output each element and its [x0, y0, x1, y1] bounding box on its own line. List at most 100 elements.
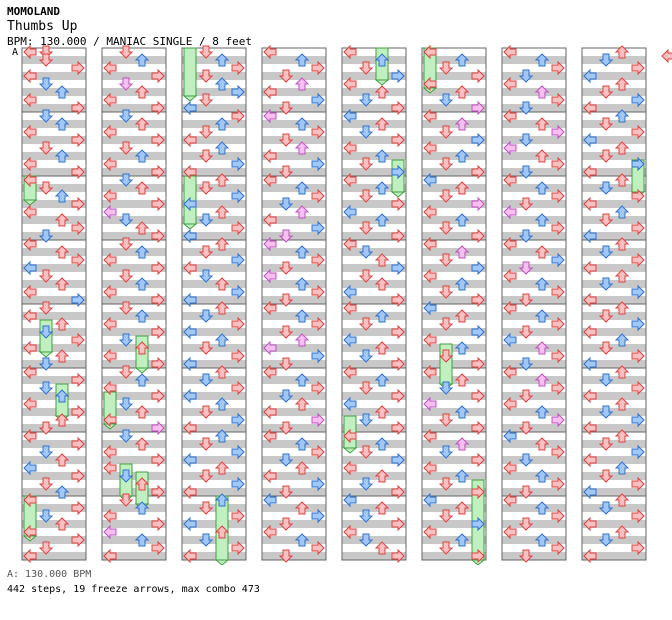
right-arrow-icon [151, 324, 165, 340]
up-arrow-icon [614, 397, 630, 411]
right-arrow-icon [471, 132, 485, 148]
beat-stripe [342, 296, 406, 304]
beat-stripe [422, 56, 486, 64]
left-arrow-icon [343, 284, 357, 300]
up-arrow-icon [134, 85, 150, 99]
right-arrow-icon [71, 60, 85, 76]
beat-stripe [342, 56, 406, 64]
chart-column-border [261, 47, 327, 561]
down-arrow-icon [118, 493, 134, 507]
beat-stripe [262, 328, 326, 336]
beat-stripe [182, 120, 246, 128]
left-arrow-icon [423, 492, 437, 508]
beat-stripe [502, 344, 566, 352]
chart-column-border [341, 47, 407, 561]
down-arrow-icon [518, 549, 534, 563]
up-arrow-icon [374, 437, 390, 451]
beat-stripe [422, 104, 486, 112]
left-arrow-icon [343, 172, 357, 188]
beat-stripe [102, 376, 166, 384]
up-arrow-icon [534, 53, 550, 67]
beat-stripe [102, 152, 166, 160]
beat-stripe [342, 200, 406, 208]
beat-stripe [342, 536, 406, 544]
right-arrow-icon [151, 132, 165, 148]
right-arrow-icon [151, 68, 165, 84]
beat-stripe [342, 184, 406, 192]
down-arrow-icon [438, 125, 454, 139]
beat-stripe [262, 504, 326, 512]
up-arrow-icon [534, 85, 550, 99]
up-arrow-icon [294, 181, 310, 195]
beat-stripe [182, 168, 246, 176]
beat-stripe [262, 56, 326, 64]
beat-stripe [182, 232, 246, 240]
right-arrow-icon [231, 252, 245, 268]
beat-stripe [102, 120, 166, 128]
beat-stripe [582, 168, 646, 176]
beat-stripe [582, 520, 646, 528]
beat-stripe [502, 264, 566, 272]
down-arrow-icon [118, 173, 134, 187]
beat-stripe [422, 328, 486, 336]
beat-stripe [342, 120, 406, 128]
beat-stripe [182, 488, 246, 496]
down-arrow-icon [438, 189, 454, 203]
down-arrow-icon [358, 269, 374, 283]
right-arrow-icon [151, 356, 165, 372]
down-arrow-icon [118, 109, 134, 123]
beat-stripe [22, 184, 86, 192]
beat-stripe [22, 488, 86, 496]
freeze-arrow [183, 47, 197, 97]
beat-stripe [22, 232, 86, 240]
left-arrow-icon [423, 428, 437, 444]
up-arrow-icon [454, 469, 470, 483]
up-arrow-icon [294, 245, 310, 259]
beat-stripe [422, 264, 486, 272]
beat-stripe [182, 264, 246, 272]
right-arrow-icon [71, 252, 85, 268]
down-arrow-icon [438, 221, 454, 235]
right-arrow-icon [71, 196, 85, 212]
right-arrow-icon [391, 228, 405, 244]
down-arrow-icon [38, 181, 54, 195]
down-arrow-icon [438, 349, 454, 363]
beat-stripe [422, 296, 486, 304]
left-arrow-icon [343, 492, 357, 508]
beat-stripe [262, 472, 326, 480]
down-arrow-icon [198, 469, 214, 483]
beat-stripe [182, 312, 246, 320]
beat-stripe [582, 344, 646, 352]
beat-stripe [262, 168, 326, 176]
left-arrow-icon [263, 468, 277, 484]
beat-stripe [22, 264, 86, 272]
beat-stripe [102, 360, 166, 368]
down-arrow-icon [278, 421, 294, 435]
down-arrow-icon [598, 437, 614, 451]
right-arrow-icon [471, 164, 485, 180]
down-arrow-icon [598, 181, 614, 195]
left-arrow-icon [263, 492, 277, 508]
right-arrow-icon [391, 164, 405, 180]
left-arrow-icon [503, 524, 517, 540]
beat-stripe [102, 312, 166, 320]
beat-stripe [182, 248, 246, 256]
left-arrow-icon [503, 460, 517, 476]
right-arrow-icon [391, 516, 405, 532]
right-arrow-icon [151, 164, 165, 180]
up-arrow-icon [374, 85, 390, 99]
up-arrow-icon [374, 149, 390, 163]
right-arrow-icon [311, 380, 325, 396]
beat-stripe [422, 456, 486, 464]
left-arrow-icon [423, 332, 437, 348]
beat-stripe [342, 376, 406, 384]
up-arrow-icon [454, 85, 470, 99]
beat-stripe [182, 408, 246, 416]
beat-stripe [262, 552, 326, 560]
beat-stripe [422, 376, 486, 384]
right-arrow-icon [311, 188, 325, 204]
right-arrow-icon [631, 380, 645, 396]
beat-stripe [422, 280, 486, 288]
up-arrow-icon [374, 405, 390, 419]
down-arrow-icon [38, 381, 54, 395]
